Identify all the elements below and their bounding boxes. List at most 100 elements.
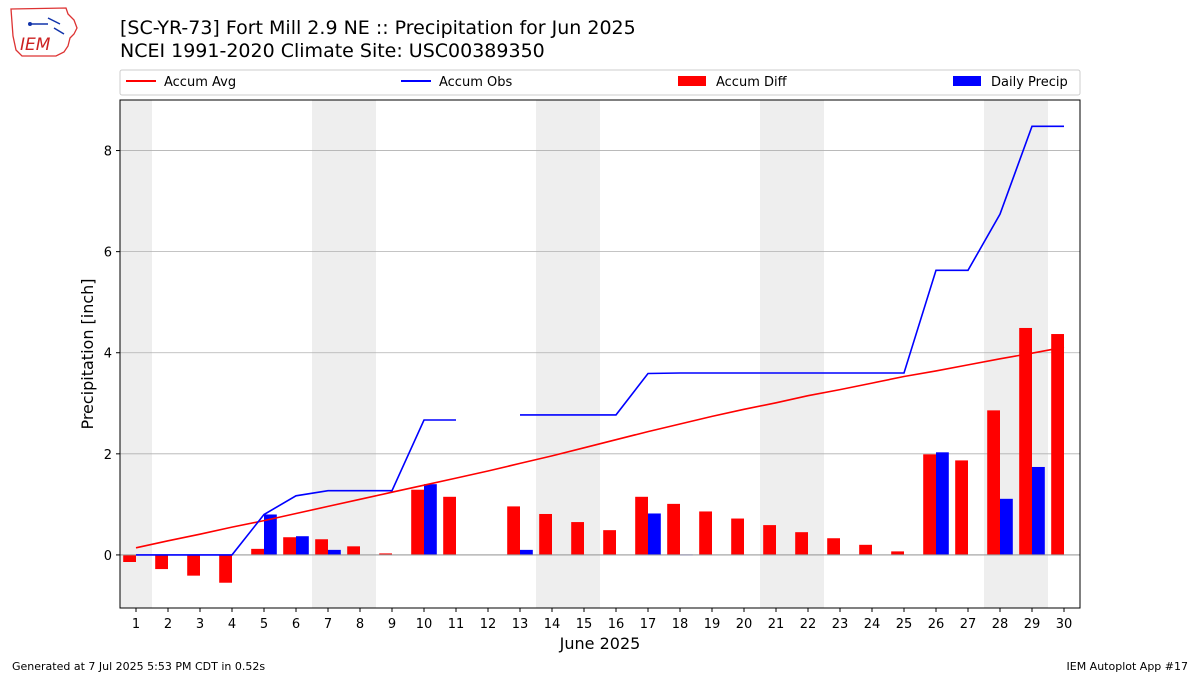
- daily-precip-bar: [648, 513, 661, 555]
- legend-label: Daily Precip: [991, 75, 1068, 90]
- daily-precip-bar: [520, 549, 533, 555]
- logo-text: IEM: [20, 35, 51, 55]
- legend-label: Accum Diff: [716, 75, 788, 90]
- x-tick-label: 20: [736, 617, 753, 632]
- diff-bar: [859, 544, 872, 555]
- logo-wind-vane: [30, 17, 65, 35]
- daily-precip-bar: [328, 549, 341, 555]
- daily-precip-bar: [936, 452, 949, 555]
- diff-bar: [411, 489, 424, 555]
- x-axis-label: June 2025: [559, 634, 641, 653]
- plot-frame: [119, 99, 1081, 609]
- diff-bar: [763, 525, 776, 555]
- diff-bar: [539, 513, 552, 555]
- diff-bar: [955, 460, 968, 555]
- diff-bar: [923, 454, 936, 555]
- diff-bar: [603, 530, 616, 555]
- x-tick-label: 9: [388, 617, 396, 632]
- diff-bar: [827, 538, 840, 555]
- x-tick-label: 1: [132, 617, 140, 632]
- y-axis-ticks: 0 2 4 6 8: [104, 145, 120, 564]
- x-tick-label: 22: [800, 617, 817, 632]
- diff-bar: [379, 553, 392, 555]
- daily-precip-bar: [1032, 466, 1045, 555]
- x-tick-label: 19: [704, 617, 721, 632]
- x-tick-label: 11: [448, 617, 465, 632]
- legend: Accum Avg Accum Obs Accum Diff Daily Precip: [119, 69, 1081, 96]
- legend-label: Accum Obs: [439, 75, 512, 90]
- diff-bar: [987, 410, 1000, 555]
- diff-bar: [507, 506, 520, 555]
- x-tick-label: 30: [1056, 617, 1073, 632]
- diff-bar: [155, 554, 168, 570]
- x-tick-label: 13: [512, 617, 529, 632]
- diff-bar: [731, 518, 744, 555]
- y-tick-label: 6: [104, 246, 112, 261]
- legend-box: [119, 69, 1081, 96]
- x-tick-label: 4: [228, 617, 236, 632]
- generated-timestamp: Generated at 7 Jul 2025 5:53 PM CDT in 0…: [12, 660, 266, 673]
- x-tick-label: 27: [960, 617, 977, 632]
- legend-swatch: [953, 76, 981, 86]
- weekend-shading: [120, 100, 1048, 608]
- diff-bar: [283, 537, 296, 555]
- diff-bar: [251, 548, 264, 555]
- y-tick-label: 4: [104, 347, 112, 362]
- y-tick-label: 2: [104, 448, 112, 463]
- weekend-band: [312, 100, 376, 608]
- y-axis-label: Precipitation [inch]: [78, 278, 97, 429]
- x-tick-label: 29: [1024, 617, 1041, 632]
- diff-bar: [635, 496, 648, 555]
- legend-label: Accum Avg: [164, 75, 236, 90]
- daily-precip-bar: [296, 536, 309, 555]
- x-axis-ticks: 1 2 3 4 5 6 7 8 9 10 11 12 13 14 15 16 17 18 19 20 21 22 23 24 2…: [132, 608, 1072, 632]
- x-tick-label: 18: [672, 617, 689, 632]
- x-tick-label: 12: [480, 617, 497, 632]
- x-tick-label: 17: [640, 617, 657, 632]
- series-lines: [135, 125, 1065, 556]
- x-tick-label: 15: [576, 617, 593, 632]
- diff-bar: [443, 496, 456, 555]
- chart-subtitle: NCEI 1991-2020 Climate Site: USC00389350: [120, 40, 545, 62]
- diff-bar: [1051, 334, 1064, 555]
- diff-bar: [699, 511, 712, 555]
- logo-dot: [28, 22, 32, 26]
- x-tick-label: 3: [196, 617, 204, 632]
- diff-bar: [891, 551, 904, 555]
- x-tick-label: 2: [164, 617, 172, 632]
- legend-swatch: [678, 76, 706, 86]
- x-tick-label: 23: [832, 617, 849, 632]
- diff-bar: [123, 554, 136, 563]
- x-tick-label: 26: [928, 617, 945, 632]
- x-tick-label: 6: [292, 617, 300, 632]
- daily-precip-bar: [264, 514, 277, 555]
- iem-logo: IEM: [10, 7, 78, 57]
- diff-bar: [347, 546, 360, 555]
- x-tick-label: 25: [896, 617, 913, 632]
- bars: [123, 327, 1064, 583]
- x-tick-label: 10: [416, 617, 433, 632]
- accum-obs-line: [136, 125, 1064, 556]
- logo-state-outline: [10, 7, 78, 57]
- x-tick-label: 16: [608, 617, 625, 632]
- x-tick-label: 8: [356, 617, 364, 632]
- diff-bar: [219, 554, 232, 583]
- diff-bar: [187, 554, 200, 576]
- y-tick-label: 0: [104, 549, 112, 564]
- x-tick-label: 24: [864, 617, 881, 632]
- x-tick-label: 21: [768, 617, 785, 632]
- diff-bar: [571, 522, 584, 555]
- x-tick-label: 7: [324, 617, 332, 632]
- daily-precip-bar: [1000, 498, 1013, 555]
- x-tick-label: 28: [992, 617, 1009, 632]
- chart-title: [SC-YR-73] Fort Mill 2.9 NE :: Precipita…: [120, 17, 636, 39]
- weekend-band: [120, 100, 152, 608]
- accum-avg-line: [135, 346, 1065, 549]
- y-tick-label: 8: [104, 145, 112, 160]
- daily-precip-bar: [424, 484, 437, 555]
- app-credit: IEM Autoplot App #17: [1066, 660, 1189, 673]
- x-tick-label: 14: [544, 617, 561, 632]
- diff-bar: [315, 539, 328, 555]
- weekend-band: [760, 100, 824, 608]
